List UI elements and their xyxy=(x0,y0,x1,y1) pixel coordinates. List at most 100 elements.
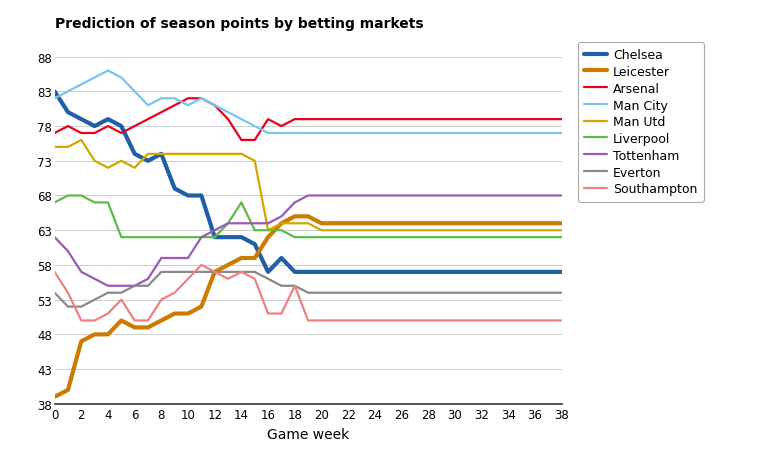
Everton xyxy=(76,304,86,310)
Arsenal xyxy=(130,124,140,129)
Liverpool xyxy=(130,235,140,241)
Tottenham xyxy=(557,193,566,199)
Chelsea xyxy=(76,117,86,123)
Man Utd xyxy=(250,159,260,164)
Southampton xyxy=(63,290,73,296)
Everton xyxy=(50,290,59,296)
Tottenham xyxy=(63,249,73,254)
Southampton xyxy=(223,276,232,282)
Liverpool xyxy=(103,200,112,206)
Everton xyxy=(157,269,166,275)
Southampton xyxy=(250,276,260,282)
Everton xyxy=(264,276,273,282)
Man Utd xyxy=(183,152,193,157)
Everton xyxy=(223,269,232,275)
Tottenham xyxy=(170,256,179,261)
Chelsea xyxy=(183,193,193,199)
Man Utd xyxy=(317,228,326,234)
Leicester xyxy=(63,387,73,393)
Line: Man Utd: Man Utd xyxy=(55,140,562,231)
Everton xyxy=(277,283,286,289)
Man Utd xyxy=(197,152,206,157)
Arsenal xyxy=(144,117,153,123)
Leicester xyxy=(197,304,206,310)
Liverpool xyxy=(264,228,273,234)
Man City xyxy=(210,103,219,109)
Man Utd xyxy=(117,159,126,164)
Chelsea xyxy=(117,124,126,129)
Everton xyxy=(250,269,260,275)
Arsenal xyxy=(90,131,99,136)
Man City xyxy=(90,76,99,81)
Leicester xyxy=(317,221,326,227)
Line: Man City: Man City xyxy=(55,71,562,134)
Arsenal xyxy=(277,124,286,129)
Tottenham xyxy=(223,221,232,227)
Tottenham xyxy=(277,214,286,219)
Tottenham xyxy=(130,283,140,289)
Line: Southampton: Southampton xyxy=(55,265,562,321)
Line: Tottenham: Tottenham xyxy=(55,196,562,286)
Line: Liverpool: Liverpool xyxy=(55,196,562,238)
Man City xyxy=(157,96,166,102)
Leicester xyxy=(290,214,300,219)
Southampton xyxy=(197,263,206,268)
Arsenal xyxy=(557,117,566,123)
Arsenal xyxy=(197,96,206,102)
Leicester xyxy=(103,332,112,337)
Liverpool xyxy=(76,193,86,199)
Man Utd xyxy=(264,228,273,234)
Man City xyxy=(557,131,566,136)
Leicester xyxy=(210,269,219,275)
Man City xyxy=(317,131,326,136)
Leicester xyxy=(157,318,166,324)
Tottenham xyxy=(76,269,86,275)
Everton xyxy=(144,283,153,289)
Tottenham xyxy=(197,235,206,241)
Everton xyxy=(317,290,326,296)
Leicester xyxy=(277,221,286,227)
Chelsea xyxy=(317,269,326,275)
Southampton xyxy=(290,283,300,289)
Chelsea xyxy=(63,110,73,116)
Man Utd xyxy=(103,166,112,171)
Tottenham xyxy=(264,221,273,227)
Arsenal xyxy=(250,138,260,143)
Arsenal xyxy=(117,131,126,136)
Man City xyxy=(277,131,286,136)
Man City xyxy=(63,90,73,95)
Tottenham xyxy=(157,256,166,261)
Chelsea xyxy=(197,193,206,199)
Southampton xyxy=(76,318,86,324)
Man City xyxy=(183,103,193,109)
Liverpool xyxy=(197,235,206,241)
Line: Chelsea: Chelsea xyxy=(55,92,562,272)
Arsenal xyxy=(210,103,219,109)
Southampton xyxy=(236,269,246,275)
Man City xyxy=(197,96,206,102)
Man City xyxy=(117,76,126,81)
Leicester xyxy=(264,235,273,241)
Arsenal xyxy=(223,117,232,123)
Man City xyxy=(130,90,140,95)
Man Utd xyxy=(236,152,246,157)
Man City xyxy=(264,131,273,136)
Everton xyxy=(557,290,566,296)
Leicester xyxy=(170,311,179,317)
Arsenal xyxy=(264,117,273,123)
Leicester xyxy=(303,214,313,219)
Chelsea xyxy=(157,152,166,157)
Text: Prediction of season points by betting markets: Prediction of season points by betting m… xyxy=(55,17,424,31)
Leicester xyxy=(223,263,232,268)
Man City xyxy=(250,124,260,129)
Arsenal xyxy=(236,138,246,143)
Tottenham xyxy=(317,193,326,199)
Southampton xyxy=(317,318,326,324)
Man Utd xyxy=(130,166,140,171)
Arsenal xyxy=(183,96,193,102)
Chelsea xyxy=(130,152,140,157)
Leicester xyxy=(50,394,59,400)
Man Utd xyxy=(290,221,300,227)
Arsenal xyxy=(170,103,179,109)
Line: Leicester: Leicester xyxy=(55,217,562,397)
